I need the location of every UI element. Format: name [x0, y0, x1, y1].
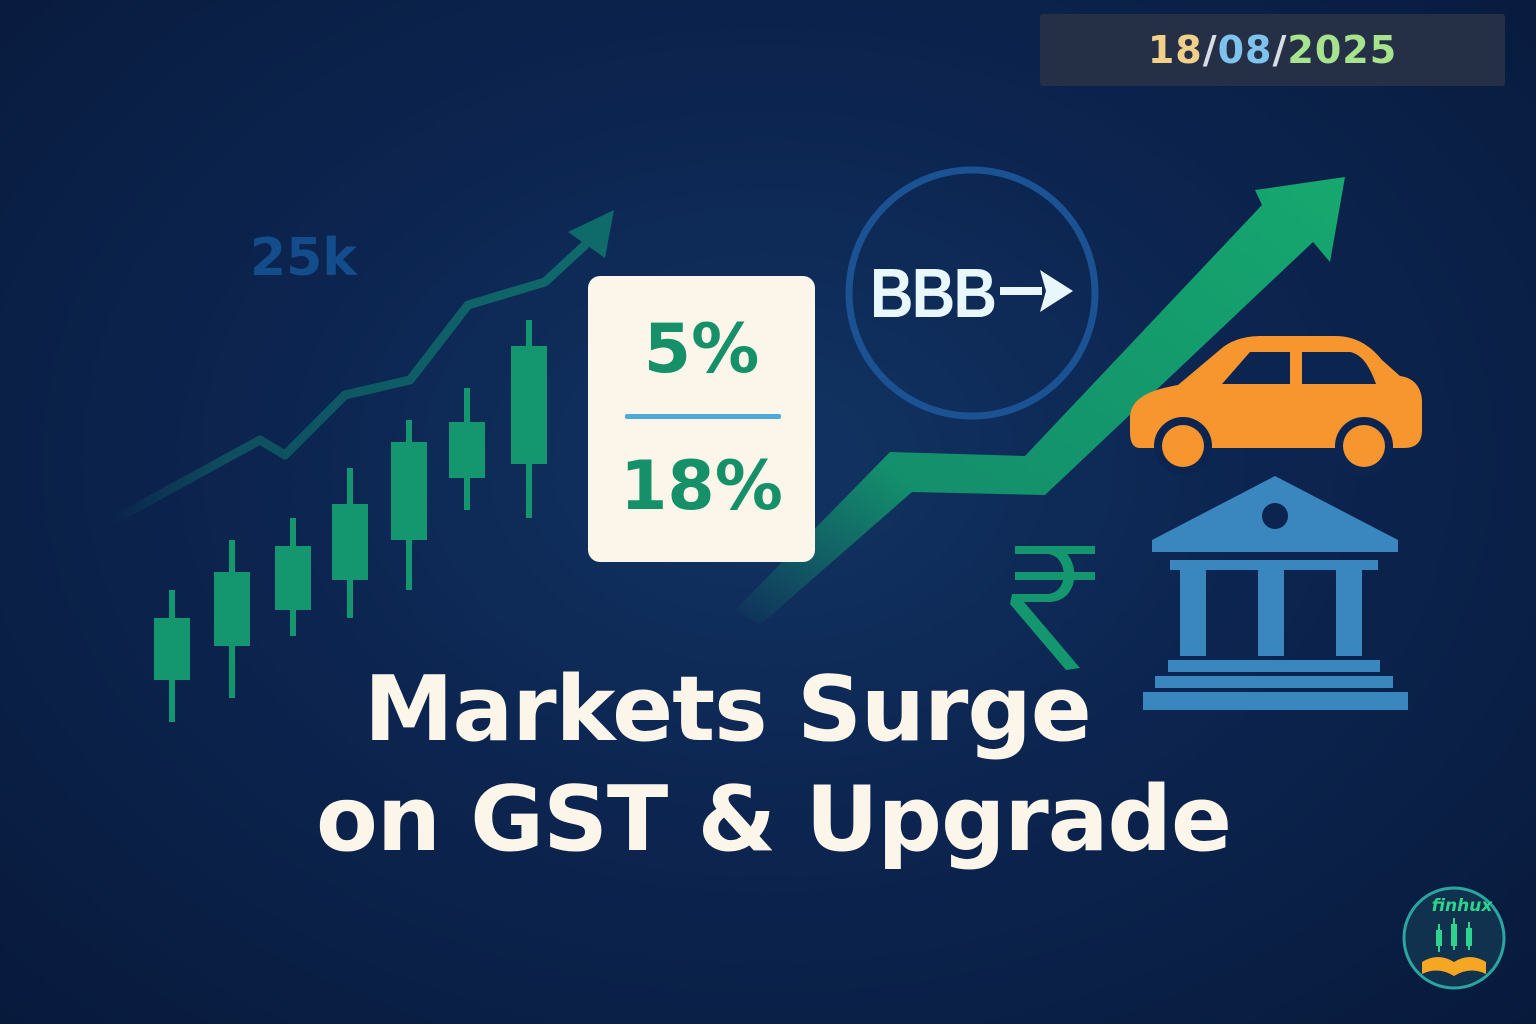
rating-ring [845, 166, 1099, 420]
date-month: 08 [1217, 28, 1273, 72]
date-separator-2: / [1272, 28, 1288, 72]
rupee-icon [1010, 546, 1095, 670]
bank-icon [1143, 476, 1408, 710]
date-badge: 18 / 08 / 2025 [1040, 14, 1505, 86]
trend-arrow-icon [735, 177, 1345, 625]
rising-line-arrow [105, 210, 614, 527]
date-day: 18 [1147, 28, 1203, 72]
headline-line-2: on GST & Upgrade [316, 767, 1232, 872]
candle-body [449, 422, 485, 478]
gst-new-rate: 5% [643, 310, 760, 389]
candle-body [154, 618, 190, 680]
candle-body [511, 346, 547, 464]
credit-rating-label: BBB [870, 254, 997, 332]
brand-name: finhux [1431, 896, 1493, 916]
date-separator-1: / [1202, 28, 1218, 72]
rating-arrow-icon [1000, 270, 1073, 312]
candle-body [391, 442, 427, 540]
index-level-label: 25k [250, 228, 357, 288]
date-year: 2025 [1287, 28, 1398, 72]
candle-body [332, 504, 368, 580]
gst-rate-card [588, 276, 815, 562]
brand-logo [1402, 886, 1506, 990]
candle-body [214, 572, 250, 646]
gst-old-rate: 18% [620, 447, 783, 526]
headline-line-1: Markets Surge [364, 657, 1092, 762]
rate-divider [625, 414, 781, 419]
car-icon [1130, 336, 1422, 475]
candle-body [275, 546, 311, 610]
candlestick-chart [154, 320, 547, 722]
